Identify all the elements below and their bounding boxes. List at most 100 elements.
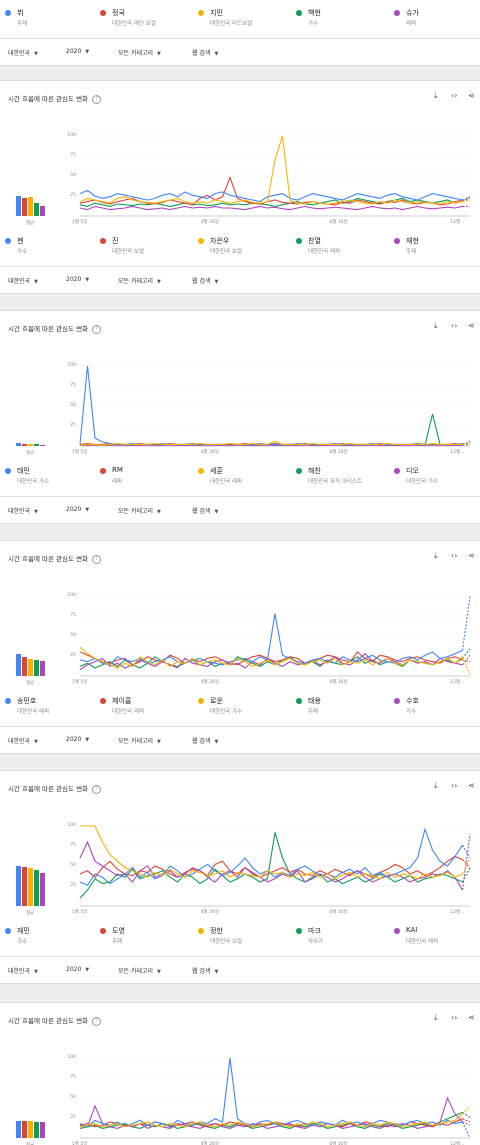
term-type: 대한민국 뮤직 아티스트	[308, 479, 363, 485]
series-color-dot	[296, 238, 302, 244]
embed-icon[interactable]: ‹›	[451, 551, 458, 560]
category-select[interactable]: 모든 카테고리 ▼	[118, 966, 161, 975]
average-bar	[40, 206, 45, 216]
card-title-text: 시간 흐름에 따른 관심도 변화	[8, 785, 89, 793]
search-type-select[interactable]: 웹 검색 ▼	[192, 276, 218, 285]
average-label: 평균	[26, 911, 35, 916]
year-select[interactable]: 2020 ▼	[66, 48, 89, 55]
share-icon[interactable]: ⋖	[468, 91, 475, 100]
search-type-select[interactable]: 웹 검색 ▼	[192, 736, 218, 745]
region-select[interactable]: 대한민국 ▼	[8, 48, 38, 57]
term-type: 주제	[112, 939, 123, 945]
year-select[interactable]: 2020 ▼	[66, 506, 89, 513]
y-tick-label: 100	[67, 363, 76, 368]
category-select[interactable]: 모든 카테고리 ▼	[118, 736, 161, 745]
share-icon[interactable]: ⋖	[468, 1013, 475, 1022]
region-select[interactable]: 대한민국 ▼	[8, 736, 38, 745]
y-tick-label: 50	[70, 403, 76, 408]
series-line-partial	[462, 199, 471, 203]
year-select-label: 2020	[66, 736, 82, 743]
average-bar	[34, 444, 39, 446]
series-line-partial	[462, 844, 471, 859]
category-select[interactable]: 모든 카테고리 ▼	[118, 506, 161, 515]
chevron-down-icon: ▼	[157, 51, 161, 57]
term-name: 젠	[17, 237, 24, 245]
average-bar	[28, 659, 33, 676]
download-icon[interactable]: ⤓	[434, 551, 438, 560]
series-line-partial	[462, 443, 471, 445]
chevron-down-icon: ▼	[214, 51, 219, 57]
term-name: 태용	[308, 697, 321, 705]
series-line	[79, 1111, 463, 1129]
term-name: 제이홉	[112, 697, 132, 705]
embed-icon[interactable]: ‹›	[451, 1013, 458, 1022]
region-select-label: 대한민국	[8, 50, 31, 57]
term-name: 해찬	[308, 467, 321, 475]
embed-icon[interactable]: ‹›	[451, 321, 458, 330]
series-color-dot	[394, 928, 400, 934]
interest-over-time-card: 시간 흐름에 따른 관심도 변화? ⤓ ‹› ⋖ 평균 100 75 50 25 1월 5일 4월 …	[0, 1002, 480, 1145]
help-icon[interactable]: ?	[92, 554, 102, 564]
average-label: 평균	[26, 681, 35, 686]
search-type-select[interactable]: 웹 검색 ▼	[192, 506, 218, 515]
share-icon[interactable]: ⋖	[468, 551, 475, 560]
interest-line-chart	[79, 1057, 471, 1139]
card-title: 시간 흐름에 따른 관심도 변화?	[8, 783, 102, 794]
series-line-partial	[461, 656, 471, 675]
series-line-partial	[462, 1121, 471, 1139]
category-select[interactable]: 모든 카테고리 ▼	[118, 48, 161, 57]
year-select[interactable]: 2020 ▼	[66, 736, 89, 743]
filters-row: 대한민국 ▼ 2020 ▼ 모든 카테고리 ▼ 웹 검색 ▼	[0, 497, 480, 524]
download-icon[interactable]: ⤓	[434, 91, 438, 100]
search-type-select[interactable]: 웹 검색 ▼	[192, 48, 218, 57]
average-label: 평균	[26, 451, 35, 456]
region-select[interactable]: 대한민국 ▼	[8, 966, 38, 975]
download-icon[interactable]: ⤓	[434, 781, 438, 790]
embed-icon[interactable]: ‹›	[451, 781, 458, 790]
help-icon[interactable]: ?	[92, 784, 102, 794]
y-tick-label: 25	[70, 1115, 76, 1120]
download-icon[interactable]: ⤓	[434, 1013, 438, 1022]
term-type: 주제	[308, 709, 319, 715]
series-line-partial	[461, 833, 471, 891]
category-select-label: 모든 카테고리	[118, 50, 154, 57]
series-line-partial	[462, 1121, 471, 1126]
embed-icon[interactable]: ‹›	[451, 91, 458, 100]
average-bar	[16, 1121, 21, 1138]
x-tick-label: 12월...	[450, 910, 465, 915]
average-bar	[28, 444, 33, 446]
region-select[interactable]: 대한민국 ▼	[8, 276, 38, 285]
y-tick-label: 50	[70, 173, 76, 178]
x-tick-label: 4월 26일	[200, 910, 219, 915]
average-bar	[28, 197, 33, 216]
series-line-partial	[462, 196, 471, 201]
chevron-down-icon: ▼	[214, 279, 219, 285]
series-color-dot	[296, 468, 302, 474]
interest-line-chart	[79, 135, 471, 217]
interest-line-chart	[79, 595, 471, 677]
share-icon[interactable]: ⋖	[468, 781, 475, 790]
term-name: 차은우	[210, 237, 230, 245]
category-select[interactable]: 모든 카테고리 ▼	[118, 276, 161, 285]
year-select[interactable]: 2020 ▼	[66, 966, 89, 973]
year-select-label: 2020	[66, 506, 82, 513]
region-select[interactable]: 대한민국 ▼	[8, 506, 38, 515]
x-tick-label: 8월 16일	[329, 910, 348, 915]
x-tick-label: 12월...	[450, 450, 465, 455]
download-icon[interactable]: ⤓	[434, 321, 438, 330]
x-tick-label: 8월 16일	[329, 450, 348, 455]
term-name: 정한	[210, 927, 223, 935]
year-select[interactable]: 2020 ▼	[66, 276, 89, 283]
search-type-select[interactable]: 웹 검색 ▼	[192, 966, 218, 975]
series-line	[80, 413, 463, 446]
filters-row: 대한민국 ▼ 2020 ▼ 모든 카테고리 ▼ 웹 검색 ▼	[0, 39, 480, 66]
average-bar	[16, 866, 21, 906]
average-bar	[22, 867, 27, 906]
share-icon[interactable]: ⋖	[468, 321, 475, 330]
search-type-select-label: 웹 검색	[192, 278, 211, 285]
help-icon[interactable]: ?	[92, 94, 102, 104]
help-icon[interactable]: ?	[92, 324, 102, 334]
help-icon[interactable]: ?	[92, 1016, 102, 1026]
x-tick-label: 12월...	[450, 220, 465, 225]
series-line	[79, 656, 463, 669]
